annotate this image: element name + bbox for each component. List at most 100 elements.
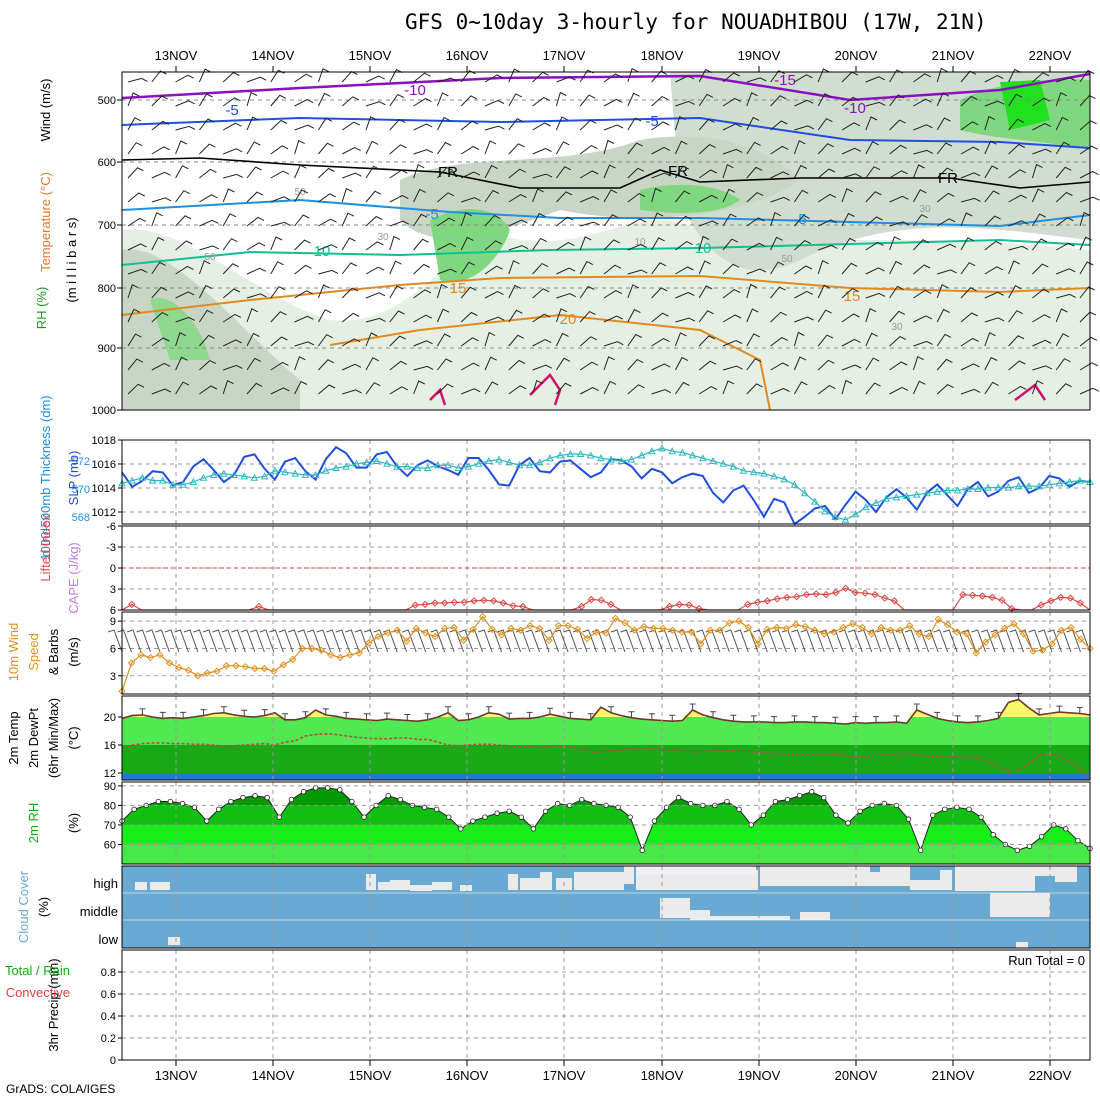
thickness-point <box>841 515 850 523</box>
wind-barb <box>532 364 553 371</box>
cloud-gap <box>990 893 1050 917</box>
wind-barb <box>1079 387 1100 395</box>
wind10-point <box>763 625 772 634</box>
wind-barb <box>365 357 380 371</box>
wind-barb <box>1031 188 1045 203</box>
rh2-point <box>518 814 524 820</box>
wind-barb <box>698 310 714 323</box>
t2-whisker <box>567 711 574 719</box>
wind-barb <box>246 357 262 371</box>
cloud-gap <box>540 872 552 890</box>
wind-barb <box>413 149 434 155</box>
wind10-point <box>146 653 155 662</box>
wind-barb <box>413 98 432 107</box>
wind-barb <box>1008 285 1022 299</box>
wind-barb <box>508 219 528 227</box>
wind10-point <box>175 663 183 672</box>
ytick-label: 0.8 <box>101 967 116 979</box>
wind-barb <box>865 382 881 395</box>
wind-barb <box>984 75 1004 83</box>
wind-barb <box>603 214 619 227</box>
wind-barb <box>984 100 1005 107</box>
wind-barb <box>913 315 933 323</box>
rh2-point <box>978 814 984 820</box>
wind-barb <box>936 218 956 227</box>
wind-barb <box>627 358 644 371</box>
thickness-point <box>189 477 198 485</box>
rh2-point <box>494 810 500 816</box>
wind10-barb <box>402 629 417 653</box>
wind-barb <box>484 140 497 155</box>
wind10-barb <box>553 629 569 653</box>
wind-barb <box>246 216 265 227</box>
wind-barb <box>484 240 502 251</box>
wind-barb <box>222 122 242 131</box>
upper-ytick-label: 1000 <box>92 405 116 417</box>
wind-barb <box>1032 365 1053 371</box>
thickness-point <box>597 454 605 462</box>
wind-barb <box>222 97 241 107</box>
wind-barb <box>341 338 361 347</box>
wind10-line <box>121 615 1091 692</box>
rh2m-panel: 90 80 70 60 <box>104 781 1093 864</box>
wind-barb <box>198 93 213 107</box>
wind-barb <box>603 239 620 251</box>
t2-whisker <box>954 715 961 722</box>
wind-barb <box>270 236 283 251</box>
wind-barb <box>484 265 503 275</box>
wind-barb <box>841 379 853 395</box>
wind10-point <box>516 626 525 634</box>
wind-barb <box>175 125 196 131</box>
frame-upper <box>121 71 1091 411</box>
wind-barb <box>508 118 524 131</box>
thickness-ytick-label: 572 <box>72 456 90 468</box>
label-wind10-speed: Speed <box>26 633 41 671</box>
wind-barb <box>722 314 742 323</box>
wind-barb <box>222 188 235 203</box>
wind-barb <box>770 95 787 107</box>
wind10-barb <box>980 629 996 653</box>
wind-barb <box>579 119 597 131</box>
t2-whisker <box>771 716 778 723</box>
t2-whisker <box>139 708 146 715</box>
wind-barb <box>841 364 862 371</box>
wind-barb <box>413 123 433 131</box>
wind10-barb <box>288 629 303 653</box>
wind-barb <box>627 384 645 395</box>
thickness-point <box>729 462 738 470</box>
wind-barb <box>294 139 305 155</box>
thickness-point <box>1065 477 1074 485</box>
wind10-point <box>346 651 354 659</box>
wind-barb <box>579 336 598 347</box>
wind-barb <box>365 317 386 323</box>
wind-barb <box>817 385 836 395</box>
cloud-gap <box>508 874 518 890</box>
t2-whisker <box>689 703 696 710</box>
wind10-point <box>384 629 392 637</box>
wind-barb <box>532 288 550 299</box>
wind10-barb <box>383 629 398 653</box>
thickness-point <box>709 456 717 464</box>
wind-barb <box>246 293 267 299</box>
thickness-point <box>800 489 809 497</box>
wind10-point <box>839 623 847 632</box>
wind10-point <box>953 628 961 636</box>
thickness-point <box>372 456 381 464</box>
wind-barb <box>984 317 1005 323</box>
wind10-point <box>535 624 544 633</box>
wind-barb <box>1031 213 1046 227</box>
wind10-barb <box>174 629 189 653</box>
wind10-point <box>355 649 363 657</box>
wind-barb <box>555 332 569 347</box>
wind-barb <box>246 191 264 203</box>
wind-barb <box>151 171 171 179</box>
wind-barb <box>175 215 192 227</box>
rh2-point <box>216 806 222 813</box>
wind-barb <box>151 286 168 299</box>
wind-barb <box>865 307 877 323</box>
wind-barb <box>746 166 763 179</box>
wind10-point <box>431 632 439 641</box>
t2-whisker <box>811 716 818 723</box>
wind-barb <box>318 244 338 251</box>
ytick-label: 0.6 <box>101 989 116 1001</box>
